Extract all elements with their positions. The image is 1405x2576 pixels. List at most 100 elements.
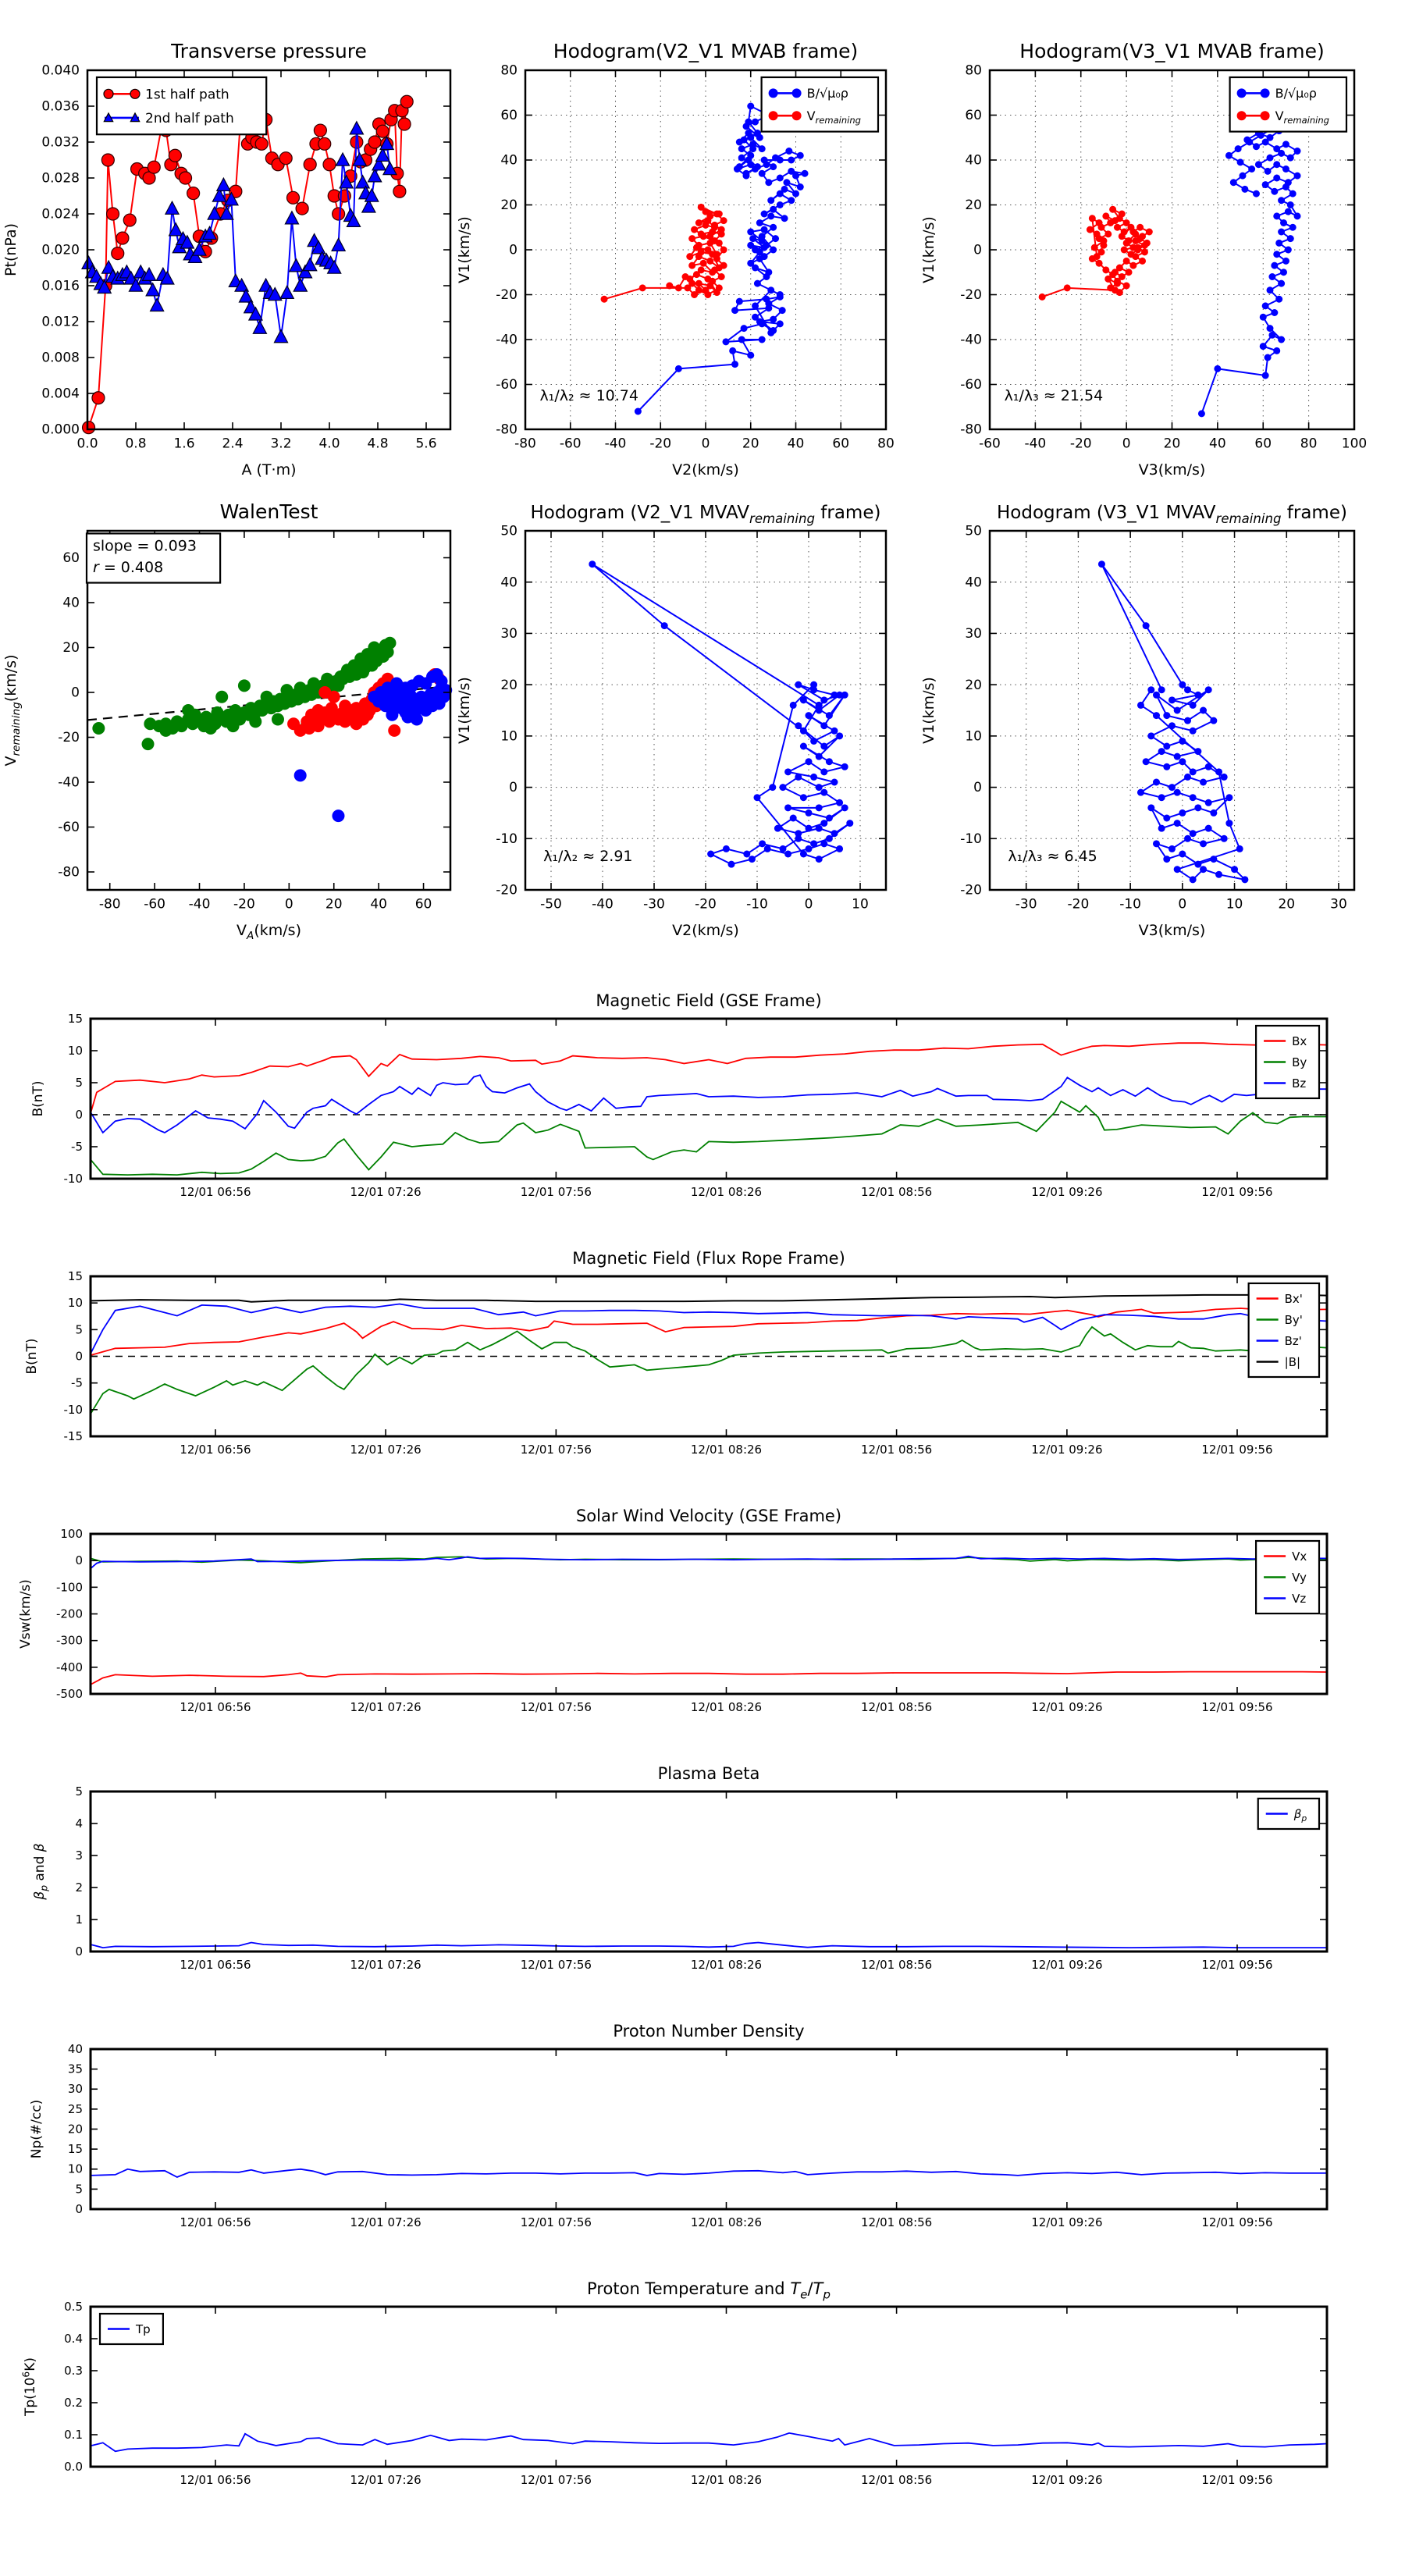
- svg-text:-500: -500: [56, 1687, 83, 1701]
- magnetic-field-gse-series-by: [90, 1100, 1327, 1176]
- svg-text:12/01 08:26: 12/01 08:26: [691, 1443, 762, 1457]
- proton-temperature-title: Proton Temperature and Te/Tp: [587, 2279, 831, 2302]
- svg-text:12/01 09:26: 12/01 09:26: [1031, 2473, 1102, 2487]
- svg-text:Np(#/cc): Np(#/cc): [29, 2100, 44, 2158]
- svg-text:-40: -40: [189, 897, 211, 913]
- svg-text:-40: -40: [58, 775, 80, 791]
- svg-text:-20: -20: [960, 287, 982, 303]
- svg-text:0: 0: [509, 243, 518, 258]
- svg-text:40: 40: [788, 436, 805, 452]
- plasma-beta-axes: 12/01 06:56 12/01 07:26 12/01 07:56 12/01 0…: [75, 1784, 1327, 1972]
- svg-text:2: 2: [75, 1880, 83, 1895]
- magnetic-field-fluxrope-legend: Bx' By' Bz' |B|: [1247, 1282, 1321, 1379]
- svg-text:80: 80: [965, 63, 982, 79]
- svg-text:15: 15: [68, 2142, 83, 2156]
- svg-text:0: 0: [75, 1349, 83, 1363]
- svg-text:12/01 09:56: 12/01 09:56: [1201, 1958, 1272, 1972]
- svg-text:1: 1: [75, 1912, 83, 1927]
- svg-text:Vy: Vy: [1292, 1571, 1307, 1585]
- svg-text:60: 60: [415, 897, 432, 913]
- svg-text:-5: -5: [71, 1140, 83, 1154]
- hodogram-v3v1-mvab-title: Hodogram(V3_V1 MVAB frame): [1019, 40, 1324, 62]
- svg-text:0: 0: [75, 1944, 83, 1959]
- svg-text:-30: -30: [643, 897, 665, 913]
- svg-text:12/01 06:56: 12/01 06:56: [180, 1185, 251, 1199]
- svg-text:-300: -300: [56, 1634, 83, 1648]
- svg-text:60: 60: [62, 550, 80, 566]
- svg-text:-10: -10: [64, 1403, 84, 1417]
- svg-text:35: 35: [68, 2062, 83, 2076]
- svg-text:12/01 07:26: 12/01 07:26: [350, 1443, 421, 1457]
- hodogram-v3v1-mvab-series-b-hodogram: [1197, 107, 1301, 418]
- svg-text:V2(km/s): V2(km/s): [672, 461, 739, 479]
- svg-text:60: 60: [832, 436, 849, 452]
- solar-wind-velocity-axes: 12/01 06:56 12/01 07:26 12/01 07:56 12/01 0…: [56, 1527, 1327, 1714]
- hodogram-v3v1-mvab: -60 -40 -20 0 20 40 60 80 100-80-60-40-200204060…: [920, 40, 1367, 479]
- hodogram-v2v1-mvab-legend: B/√μ₀ρ Vremaining: [760, 76, 880, 133]
- svg-text:λ₁/λ₂ ≈ 10.74: λ₁/λ₂ ≈ 10.74: [539, 387, 638, 404]
- svg-text:12/01 08:56: 12/01 08:56: [861, 1185, 932, 1199]
- svg-text:Bz: Bz: [1292, 1076, 1306, 1091]
- svg-text:B(nT): B(nT): [24, 1338, 40, 1374]
- svg-text:-30: -30: [1016, 897, 1037, 913]
- magnetic-field-fluxrope-axes: 12/01 06:56 12/01 07:26 12/01 07:56 12/01 0…: [64, 1269, 1327, 1457]
- svg-text:VA(km/s): VA(km/s): [237, 922, 301, 942]
- transverse-pressure-title: Transverse pressure: [170, 40, 367, 62]
- svg-text:40: 40: [965, 153, 982, 169]
- solar-wind-velocity: 12/01 06:56 12/01 07:26 12/01 07:56 12/01 0…: [18, 1507, 1329, 1714]
- svg-text:80: 80: [500, 63, 518, 79]
- svg-text:-10: -10: [64, 1172, 84, 1186]
- svg-text:-60: -60: [560, 436, 582, 452]
- svg-text:12/01 07:26: 12/01 07:26: [350, 1185, 421, 1199]
- svg-text:-20: -20: [496, 287, 518, 303]
- svg-text:20: 20: [1164, 436, 1181, 452]
- hodogram-v3v1-mvab-series-v-remaining: [1038, 205, 1153, 301]
- transverse-pressure-axes: 0.0 0.8 1.6 2.4 3.2 4.0 4.8 5.6 0.000 0.004 0.008 0…: [41, 63, 450, 452]
- svg-text:20: 20: [965, 678, 982, 693]
- svg-text:0: 0: [973, 243, 982, 258]
- svg-text:0: 0: [75, 2202, 83, 2216]
- svg-text:0: 0: [285, 897, 293, 913]
- svg-text:-50: -50: [540, 897, 562, 913]
- svg-text:Tp(106K): Tp(106K): [21, 2357, 38, 2417]
- svg-text:0.1: 0.1: [64, 2428, 83, 2442]
- walen-test: -80 -60 -40 -20 0 20 40 60 -80 -60 -40 -20 0 20 40 60 Wa…: [2, 500, 453, 942]
- svg-text:12/01 08:26: 12/01 08:26: [691, 2473, 762, 2487]
- svg-text:12/01 06:56: 12/01 06:56: [180, 1958, 251, 1972]
- svg-text:-40: -40: [605, 436, 627, 452]
- svg-text:2nd half path: 2nd half path: [145, 111, 234, 126]
- proton-number-density-title: Proton Number Density: [613, 2022, 804, 2041]
- plasma-beta-title: Plasma Beta: [658, 1764, 760, 1783]
- transverse-pressure-series-second-half-path: [81, 120, 398, 343]
- svg-text:0.020: 0.020: [41, 243, 80, 258]
- svg-text:12/01 07:56: 12/01 07:56: [521, 1443, 592, 1457]
- magnetic-field-gse-frame: [89, 1017, 1329, 1180]
- svg-text:By: By: [1292, 1055, 1307, 1069]
- svg-text:4.0: 4.0: [318, 436, 340, 452]
- svg-text:-20: -20: [960, 883, 982, 898]
- hodogram-v2v1-mvav-annotation: λ₁/λ₂ ≈ 2.91: [543, 848, 632, 865]
- svg-text:80: 80: [1300, 436, 1318, 452]
- walen-test-title: WalenTest: [220, 500, 318, 523]
- svg-text:10: 10: [1226, 897, 1243, 913]
- solar-wind-velocity-series-vx: [90, 1670, 1328, 1685]
- svg-text:12/01 08:26: 12/01 08:26: [691, 1958, 762, 1972]
- svg-text:B(nT): B(nT): [30, 1080, 46, 1116]
- svg-text:0.8: 0.8: [125, 436, 146, 452]
- svg-text:12/01 08:56: 12/01 08:56: [861, 1958, 932, 1972]
- svg-text:-20: -20: [1068, 897, 1090, 913]
- svg-text:12/01 07:56: 12/01 07:56: [521, 2473, 592, 2487]
- svg-text:12/01 08:26: 12/01 08:26: [691, 1185, 762, 1199]
- svg-text:20: 20: [68, 2122, 83, 2136]
- svg-text:12/01 07:56: 12/01 07:56: [521, 1185, 592, 1199]
- svg-text:V1(km/s): V1(km/s): [920, 677, 937, 744]
- magnetic-field-gse-legend: Bx By Bz: [1254, 1024, 1321, 1100]
- svg-text:0.040: 0.040: [41, 63, 80, 79]
- svg-text:-20: -20: [1070, 436, 1092, 452]
- svg-text:r = 0.408: r = 0.408: [93, 559, 163, 576]
- svg-text:3: 3: [75, 1848, 83, 1863]
- hodogram-v2v1-mvav-axes: -50 -40 -30 -20 -10 0 10 -20 -10 0 10 20 30 40 50: [496, 524, 886, 913]
- svg-text:12/01 09:56: 12/01 09:56: [1201, 1185, 1272, 1199]
- svg-text:12/01 09:56: 12/01 09:56: [1201, 1700, 1272, 1714]
- svg-text:-60: -60: [496, 377, 518, 393]
